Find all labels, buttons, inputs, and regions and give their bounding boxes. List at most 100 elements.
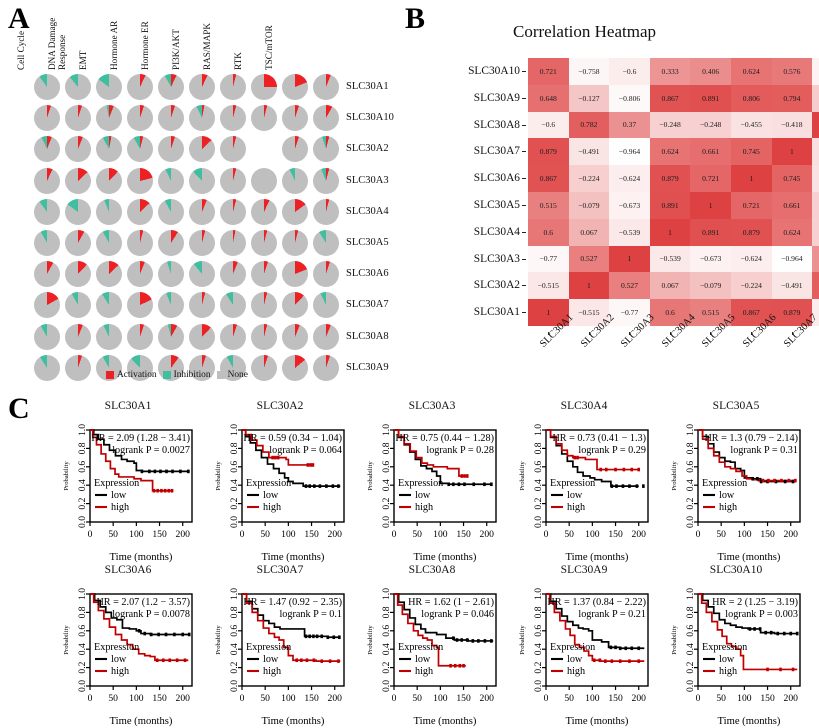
km-hazard-ratio: HR = 0.75 (0.44 − 1.28) — [395, 433, 494, 444]
km-y-tick-label: 0.8 — [77, 606, 88, 618]
km-censor-mark — [465, 638, 469, 642]
pie-slice-group — [158, 354, 184, 381]
heatmap-cell: 0.576 — [771, 58, 813, 85]
pie-slice-group — [127, 323, 153, 350]
km-plot-frame — [393, 429, 497, 523]
km-y-tick-label: 1.0 — [533, 424, 544, 436]
km-censor-mark — [157, 632, 160, 637]
km-censor-mark — [604, 467, 608, 472]
km-y-tick-label: 0.6 — [77, 625, 88, 637]
km-y-tick-label: 0.2 — [229, 497, 240, 509]
pie-slice-group — [220, 229, 246, 256]
km-plot-frame — [697, 429, 801, 523]
pathway-pie — [220, 136, 246, 163]
pie-slice-group — [220, 261, 246, 288]
pathway-pie — [127, 229, 153, 256]
km-x-tick-label: 100 — [129, 693, 144, 704]
km-censor-mark — [173, 632, 176, 637]
heatmap-cell: −0.515 — [568, 299, 610, 326]
pathway-pie — [127, 354, 153, 381]
km-logrank-p: logrank P = 0.0027 — [112, 445, 190, 456]
pie-slice-group — [251, 74, 277, 100]
km-y-axis-title: Probability — [519, 461, 526, 491]
km-x-axis-title: Time (months) — [414, 552, 477, 563]
pathway-pie — [96, 229, 122, 256]
km-legend-high-label: high — [415, 502, 433, 513]
km-censor-mark — [614, 467, 617, 472]
heatmap-row-tick — [522, 258, 526, 260]
km-censor-mark — [175, 658, 179, 663]
km-censor-mark — [171, 469, 174, 474]
panel-a-row-label: SLC30A5 — [346, 236, 389, 248]
km-plot: SLC30A2 0 50 100 150 200 0.0 0.2 0.4 0.6 0.8 1.0 Pro… — [200, 400, 360, 563]
heatmap-cell: 0.721 — [730, 191, 772, 219]
km-y-tick-label: 0.6 — [381, 625, 392, 637]
panel-a-row-label: SLC30A10 — [346, 112, 394, 124]
km-y-tick-label: 0.4 — [533, 479, 544, 491]
km-y-tick-label: 0.4 — [381, 479, 392, 491]
km-y-axis-title: Probability — [63, 461, 70, 491]
km-censor-mark — [325, 484, 328, 488]
heatmap-cell: 0.515 — [528, 191, 569, 219]
pathway-pie — [220, 74, 246, 100]
km-y-tick-label: 0.6 — [381, 461, 392, 473]
km-y-tick-label: 0.4 — [77, 479, 88, 491]
km-y-tick-label: 0.4 — [685, 479, 696, 491]
km-censor-mark — [326, 635, 330, 640]
km-censor-mark — [465, 474, 469, 478]
km-censor-mark — [628, 659, 631, 663]
heatmap-cell: 1 — [812, 111, 819, 139]
heatmap-row-tick — [522, 312, 526, 314]
km-y-tick-label: 0.6 — [685, 625, 696, 637]
pathway-pie — [34, 292, 60, 319]
km-logrank-p: logrank P = 0.21 — [578, 609, 646, 620]
pie-slice-group — [282, 105, 308, 132]
km-x-tick-label: 100 — [281, 529, 296, 540]
km-censor-mark — [592, 658, 596, 663]
km-censor-mark — [167, 488, 171, 493]
km-curve-low — [698, 429, 796, 483]
km-plot-svg: 0 50 100 150 200 0.0 0.2 0.4 0.6 0.8 1.0 Probabilit… — [215, 588, 345, 727]
pathway-pie — [313, 292, 339, 319]
km-plot-svg: 0 50 100 150 200 0.0 0.2 0.4 0.6 0.8 1.0 Probabilit… — [671, 424, 801, 563]
km-plot-title: SLC30A10 — [709, 564, 763, 576]
km-censor-mark — [471, 639, 475, 643]
km-censor-mark — [338, 635, 341, 640]
km-plot: SLC30A9 0 50 100 150 200 0.0 0.2 0.4 0.6 0.8 1.0 Pro… — [504, 564, 664, 727]
pathway-pie — [282, 323, 308, 350]
km-y-tick-label: 1.0 — [77, 588, 88, 600]
pathway-pie — [158, 74, 184, 100]
km-censor-mark — [337, 484, 340, 488]
km-legend-title: Expression — [550, 642, 595, 653]
pathway-pie — [127, 323, 153, 350]
pie-slice-group — [282, 354, 308, 381]
km-censor-mark — [753, 627, 756, 631]
km-censor-mark — [598, 658, 602, 663]
pathway-pie — [158, 105, 184, 132]
km-legend-low-label: low — [111, 654, 127, 665]
km-x-tick-label: 200 — [784, 693, 799, 704]
km-censor-mark — [783, 479, 787, 484]
heatmap-cell: −0.539 — [609, 218, 650, 246]
km-hazard-ratio: HR = 1.47 (0.92 − 2.35) — [243, 597, 342, 608]
km-censor-mark — [149, 632, 153, 637]
pie-slice-group — [158, 323, 184, 350]
pathway-pie — [313, 105, 339, 132]
pathway-pie — [65, 292, 91, 319]
km-logrank-p: logrank P = 0.046 — [421, 609, 494, 620]
km-plot-frame — [241, 593, 345, 687]
km-plot-title: SLC30A2 — [256, 400, 304, 412]
pathway-pie — [251, 74, 277, 100]
km-plot-svg: 0 50 100 150 200 0.0 0.2 0.4 0.6 0.8 1.0 Probabilit… — [63, 588, 193, 727]
km-y-tick-label: 0.2 — [685, 661, 696, 673]
km-censor-mark — [462, 663, 465, 668]
km-censor-mark — [621, 484, 625, 488]
heatmap-row: SLC30A2 −0.515 1 0.527 0.067 −0.079 −0.224 −0.4… — [474, 272, 819, 300]
pathway-pie — [127, 198, 153, 225]
km-plot: SLC30A6 0 50 100 150 200 0.0 0.2 0.4 0.6 0.8 1.0 Pro… — [48, 564, 208, 727]
pie-slice-group — [313, 105, 339, 132]
heatmap-row: SLC30A9 0.648 −0.127 −0.806 0.867 0.891 0.806 0… — [474, 84, 819, 112]
km-censor-mark — [599, 467, 603, 472]
pathway-pie — [282, 105, 308, 132]
heatmap-cell: 0.745 — [730, 138, 772, 166]
